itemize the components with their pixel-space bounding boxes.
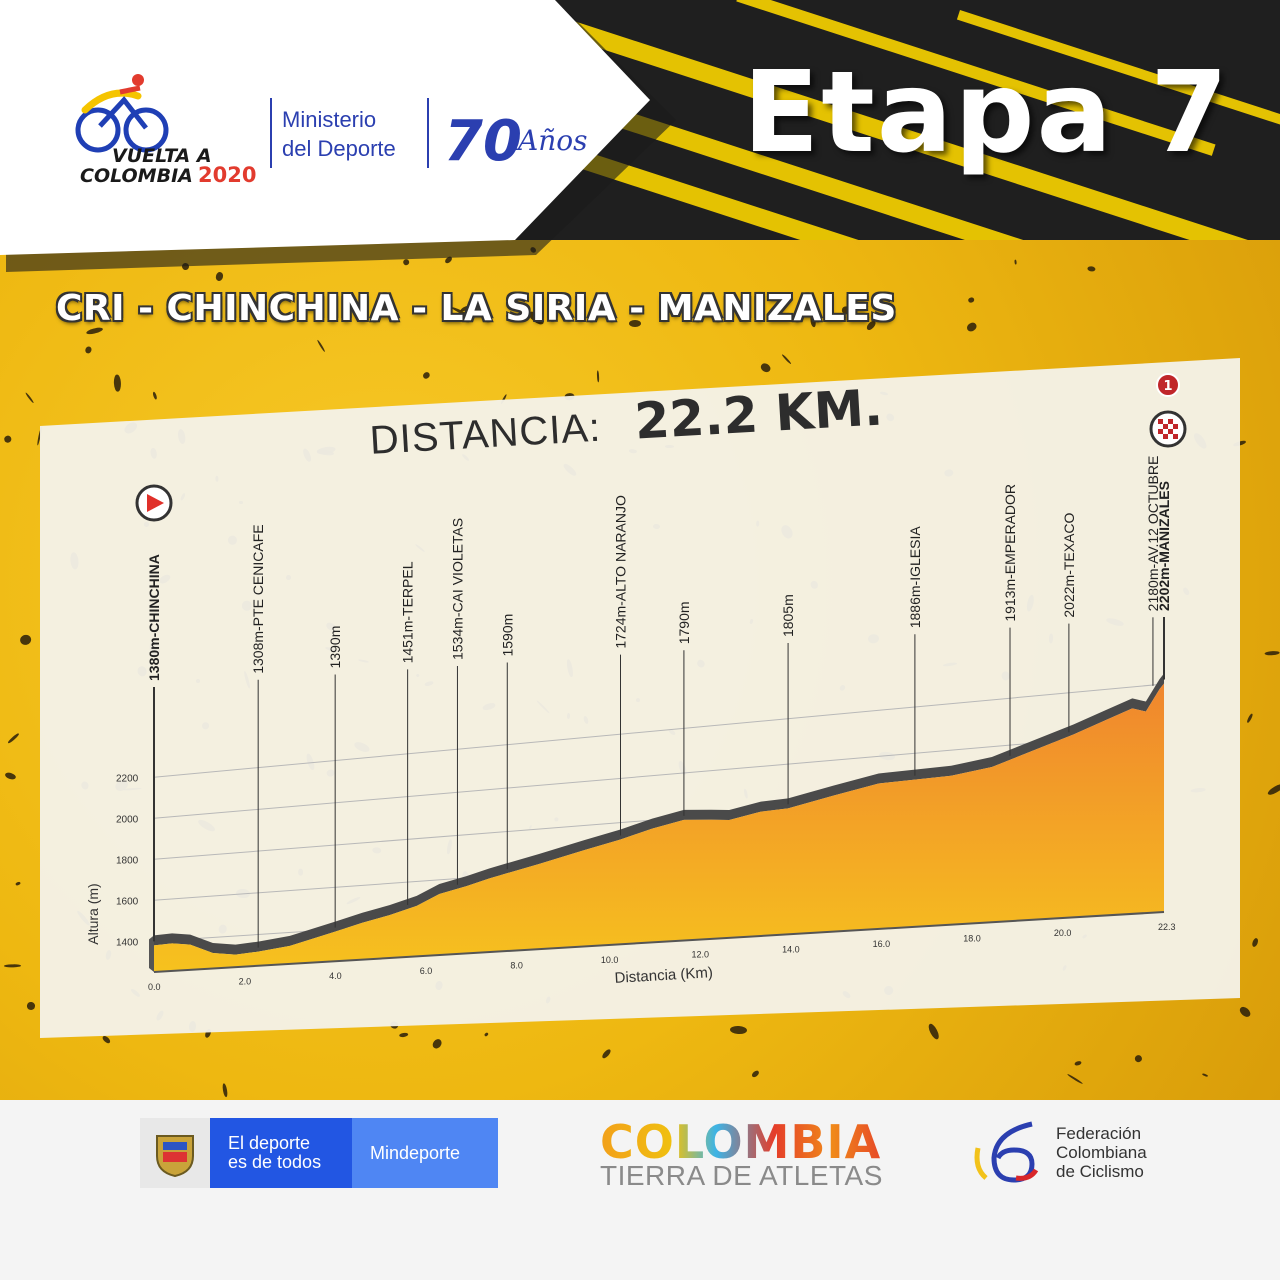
colombia-tagline: TIERRA DE ATLETAS <box>600 1160 883 1191</box>
stage-heading: Etapa 7 <box>743 48 1230 178</box>
stage-label: Etapa <box>742 48 1115 178</box>
waypoint-label: 1805m <box>780 594 796 637</box>
waypoint-label: 1534m-CAI VIOLETAS <box>449 518 465 660</box>
waypoint-label: 1790m <box>676 601 692 644</box>
slogan-line2: es de todos <box>228 1152 322 1172</box>
logo-line1: VUELTA A <box>112 145 212 167</box>
federation-line2: Colombiana <box>1056 1142 1147 1162</box>
finish-flag-icon <box>1149 410 1187 448</box>
mindeporte-brand: Mindeporte <box>352 1118 498 1188</box>
mindeporte-slogan: El deporte es de todos <box>210 1118 352 1188</box>
x-tick-label: 18.0 <box>963 934 981 944</box>
waypoint-label: 1451m-TERPEL <box>400 561 416 663</box>
y-tick-label: 1400 <box>116 937 139 948</box>
anniversary-number: 70 <box>444 109 522 174</box>
waypoint-label: 1380m-CHINCHINA <box>146 554 162 681</box>
vuelta-logo <box>75 74 169 153</box>
grid-line <box>153 683 1165 778</box>
y-tick-label: 1800 <box>116 855 139 866</box>
x-tick-label: 12.0 <box>691 950 709 960</box>
waypoint-label: 1390m <box>327 626 343 669</box>
x-tick-label: 16.0 <box>873 939 891 949</box>
anniversary-word: Años <box>515 124 587 157</box>
colombia-word: COLOMBIA <box>600 1118 890 1166</box>
waypoint-label: 2022m-TEXACO <box>1061 512 1077 617</box>
grid-line <box>153 731 1165 819</box>
ministry-line2: del Deporte <box>282 136 396 161</box>
federation-line1: Federación <box>1056 1123 1142 1143</box>
y-tick-label: 1600 <box>116 896 139 907</box>
x-tick-label: 8.0 <box>510 960 523 970</box>
y-tick-label: 2000 <box>116 814 139 825</box>
category-badge: 1 <box>1156 373 1180 397</box>
profile-fill <box>154 683 1164 972</box>
y-axis-label: Altura (m) <box>85 883 101 944</box>
distance-label: DISTANCIA: <box>368 405 603 463</box>
waypoint-markers: 1380m-CHINCHINA 1308m-PTE CENICAFE 1390m 14… <box>146 456 1172 948</box>
waypoint-label: 1886m-IGLESIA <box>907 526 923 629</box>
slogan-line1: El deporte <box>228 1133 311 1153</box>
profile-side <box>149 935 154 972</box>
x-axis-label: Distancia (Km) <box>614 964 713 987</box>
x-tick-label: 22.3 <box>1158 922 1176 932</box>
stage-number: 7 <box>1150 48 1230 178</box>
coat-of-arms-icon <box>140 1118 210 1188</box>
waypoint-label: 1724m-ALTO NARANJO <box>613 495 629 649</box>
logo-year: 2020 <box>198 163 256 187</box>
waypoint-label: 2180m-AV.12 OCTUBRE <box>1145 456 1161 612</box>
x-tick-label: 4.0 <box>329 971 342 981</box>
federation-emblem-icon <box>974 1121 1039 1183</box>
x-tick-label: 10.0 <box>601 955 619 965</box>
category-number: 1 <box>1163 379 1172 394</box>
profile-area <box>149 673 1165 973</box>
mindeporte-banner: El deporte es de todos Mindeporte <box>140 1118 498 1188</box>
x-tick-label: 6.0 <box>420 966 433 976</box>
header-panel: VUELTA A COLOMBIA 2020 Ministerio del De… <box>0 0 676 272</box>
ministry-line1: Ministerio <box>282 107 376 132</box>
x-tick-label: 20.0 <box>1054 928 1072 938</box>
axis-ticks: 1400 1600 1800 2000 2200 0.0 2.0 4.0 6.0 8.0 10.0 1… <box>116 773 1176 992</box>
x-tick-label: 0.0 <box>148 982 161 992</box>
profile-base <box>153 911 1165 973</box>
start-icon <box>135 484 173 522</box>
colombia-brand: COLOMBIA TIERRA DE ATLETAS <box>600 1118 890 1190</box>
federation-line3: de Ciclismo <box>1056 1161 1144 1181</box>
x-tick-label: 14.0 <box>782 944 800 954</box>
route-title: CRI - CHINCHINA - LA SIRIA - MANIZALES <box>56 288 897 329</box>
waypoint-label: 2202m-MANIZALES <box>1156 481 1172 611</box>
federation-name: Federación Colombiana de Ciclismo <box>1056 1124 1147 1181</box>
waypoint-label: 1308m-PTE CENICAFE <box>250 524 266 673</box>
logo-line2: COLOMBIA <box>80 165 193 187</box>
federation-logo: Federación Colombiana de Ciclismo <box>970 1118 1147 1186</box>
y-tick-label: 2200 <box>116 773 139 784</box>
waypoint-label: 1590m <box>499 614 515 657</box>
waypoint-label: 1913m-EMPERADOR <box>1002 484 1018 622</box>
x-tick-label: 2.0 <box>239 977 252 987</box>
